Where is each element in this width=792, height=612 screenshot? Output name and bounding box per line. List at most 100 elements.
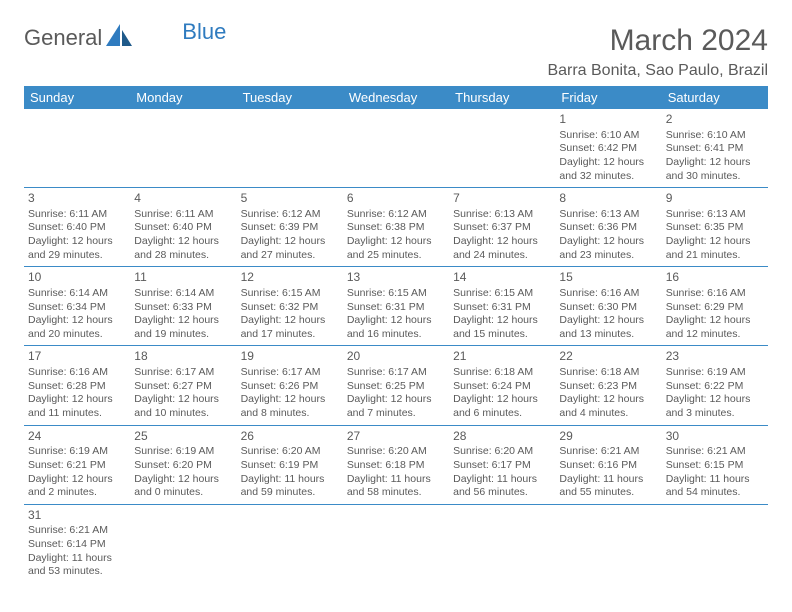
day-number: 23 (666, 349, 764, 365)
day-number: 1 (559, 112, 657, 128)
daylight-line: Daylight: 12 hours and 0 minutes. (134, 473, 232, 500)
day-number: 13 (347, 270, 445, 286)
sunrise-line: Sunrise: 6:21 AM (666, 445, 764, 459)
sunset-line: Sunset: 6:35 PM (666, 221, 764, 235)
weeks-container: 1Sunrise: 6:10 AMSunset: 6:42 PMDaylight… (24, 109, 768, 583)
sunrise-line: Sunrise: 6:16 AM (559, 287, 657, 301)
sunrise-line: Sunrise: 6:11 AM (28, 208, 126, 222)
week-row: 31Sunrise: 6:21 AMSunset: 6:14 PMDayligh… (24, 505, 768, 583)
daylight-line: Daylight: 11 hours and 59 minutes. (241, 473, 339, 500)
day-number: 20 (347, 349, 445, 365)
sunset-line: Sunset: 6:14 PM (28, 538, 126, 552)
day-cell: 12Sunrise: 6:15 AMSunset: 6:32 PMDayligh… (237, 267, 343, 345)
day-cell: 19Sunrise: 6:17 AMSunset: 6:26 PMDayligh… (237, 346, 343, 424)
day-number: 4 (134, 191, 232, 207)
daylight-line: Daylight: 12 hours and 28 minutes. (134, 235, 232, 262)
empty-cell (237, 505, 343, 583)
sunrise-line: Sunrise: 6:14 AM (28, 287, 126, 301)
sunset-line: Sunset: 6:19 PM (241, 459, 339, 473)
daylight-line: Daylight: 11 hours and 53 minutes. (28, 552, 126, 579)
daylight-line: Daylight: 12 hours and 17 minutes. (241, 314, 339, 341)
sunrise-line: Sunrise: 6:13 AM (666, 208, 764, 222)
sunset-line: Sunset: 6:39 PM (241, 221, 339, 235)
week-row: 17Sunrise: 6:16 AMSunset: 6:28 PMDayligh… (24, 346, 768, 425)
sunrise-line: Sunrise: 6:15 AM (347, 287, 445, 301)
sunset-line: Sunset: 6:41 PM (666, 142, 764, 156)
day-number: 10 (28, 270, 126, 286)
day-number: 27 (347, 429, 445, 445)
sunset-line: Sunset: 6:28 PM (28, 380, 126, 394)
empty-cell (449, 109, 555, 187)
day-header-cell: Sunday (24, 86, 130, 109)
day-cell: 10Sunrise: 6:14 AMSunset: 6:34 PMDayligh… (24, 267, 130, 345)
day-number: 31 (28, 508, 126, 524)
sunset-line: Sunset: 6:29 PM (666, 301, 764, 315)
sunset-line: Sunset: 6:40 PM (28, 221, 126, 235)
logo-sail-icon (106, 24, 132, 51)
day-cell: 7Sunrise: 6:13 AMSunset: 6:37 PMDaylight… (449, 188, 555, 266)
sunrise-line: Sunrise: 6:18 AM (559, 366, 657, 380)
day-cell: 22Sunrise: 6:18 AMSunset: 6:23 PMDayligh… (555, 346, 661, 424)
day-header-cell: Wednesday (343, 86, 449, 109)
day-cell: 13Sunrise: 6:15 AMSunset: 6:31 PMDayligh… (343, 267, 449, 345)
daylight-line: Daylight: 12 hours and 7 minutes. (347, 393, 445, 420)
sunset-line: Sunset: 6:32 PM (241, 301, 339, 315)
sunrise-line: Sunrise: 6:19 AM (666, 366, 764, 380)
sunrise-line: Sunrise: 6:17 AM (241, 366, 339, 380)
day-number: 18 (134, 349, 232, 365)
week-row: 10Sunrise: 6:14 AMSunset: 6:34 PMDayligh… (24, 267, 768, 346)
day-cell: 4Sunrise: 6:11 AMSunset: 6:40 PMDaylight… (130, 188, 236, 266)
day-cell: 18Sunrise: 6:17 AMSunset: 6:27 PMDayligh… (130, 346, 236, 424)
daylight-line: Daylight: 12 hours and 8 minutes. (241, 393, 339, 420)
sunrise-line: Sunrise: 6:15 AM (241, 287, 339, 301)
daylight-line: Daylight: 12 hours and 15 minutes. (453, 314, 551, 341)
sunrise-line: Sunrise: 6:17 AM (347, 366, 445, 380)
daylight-line: Daylight: 12 hours and 19 minutes. (134, 314, 232, 341)
sunrise-line: Sunrise: 6:14 AM (134, 287, 232, 301)
empty-cell (449, 505, 555, 583)
daylight-line: Daylight: 11 hours and 54 minutes. (666, 473, 764, 500)
daylight-line: Daylight: 11 hours and 56 minutes. (453, 473, 551, 500)
daylight-line: Daylight: 12 hours and 6 minutes. (453, 393, 551, 420)
sunset-line: Sunset: 6:40 PM (134, 221, 232, 235)
location: Barra Bonita, Sao Paulo, Brazil (547, 62, 768, 80)
day-number: 21 (453, 349, 551, 365)
daylight-line: Daylight: 11 hours and 58 minutes. (347, 473, 445, 500)
day-cell: 23Sunrise: 6:19 AMSunset: 6:22 PMDayligh… (662, 346, 768, 424)
header: General Blue March 2024 Barra Bonita, Sa… (24, 24, 768, 80)
sunset-line: Sunset: 6:18 PM (347, 459, 445, 473)
day-header-row: SundayMondayTuesdayWednesdayThursdayFrid… (24, 86, 768, 109)
daylight-line: Daylight: 12 hours and 32 minutes. (559, 156, 657, 183)
sunrise-line: Sunrise: 6:21 AM (28, 524, 126, 538)
daylight-line: Daylight: 12 hours and 16 minutes. (347, 314, 445, 341)
day-number: 9 (666, 191, 764, 207)
daylight-line: Daylight: 12 hours and 2 minutes. (28, 473, 126, 500)
sunrise-line: Sunrise: 6:20 AM (241, 445, 339, 459)
day-number: 24 (28, 429, 126, 445)
day-number: 7 (453, 191, 551, 207)
sunset-line: Sunset: 6:17 PM (453, 459, 551, 473)
day-cell: 8Sunrise: 6:13 AMSunset: 6:36 PMDaylight… (555, 188, 661, 266)
day-cell: 30Sunrise: 6:21 AMSunset: 6:15 PMDayligh… (662, 426, 768, 504)
sunrise-line: Sunrise: 6:19 AM (134, 445, 232, 459)
sunset-line: Sunset: 6:15 PM (666, 459, 764, 473)
empty-cell (130, 109, 236, 187)
day-number: 19 (241, 349, 339, 365)
daylight-line: Daylight: 12 hours and 27 minutes. (241, 235, 339, 262)
sunrise-line: Sunrise: 6:21 AM (559, 445, 657, 459)
daylight-line: Daylight: 12 hours and 21 minutes. (666, 235, 764, 262)
sunset-line: Sunset: 6:37 PM (453, 221, 551, 235)
day-cell: 17Sunrise: 6:16 AMSunset: 6:28 PMDayligh… (24, 346, 130, 424)
day-header-cell: Monday (130, 86, 236, 109)
sunrise-line: Sunrise: 6:15 AM (453, 287, 551, 301)
day-number: 11 (134, 270, 232, 286)
day-number: 29 (559, 429, 657, 445)
daylight-line: Daylight: 12 hours and 12 minutes. (666, 314, 764, 341)
sunset-line: Sunset: 6:22 PM (666, 380, 764, 394)
week-row: 24Sunrise: 6:19 AMSunset: 6:21 PMDayligh… (24, 426, 768, 505)
daylight-line: Daylight: 12 hours and 10 minutes. (134, 393, 232, 420)
daylight-line: Daylight: 12 hours and 30 minutes. (666, 156, 764, 183)
daylight-line: Daylight: 12 hours and 13 minutes. (559, 314, 657, 341)
sunrise-line: Sunrise: 6:16 AM (666, 287, 764, 301)
day-header-cell: Thursday (449, 86, 555, 109)
